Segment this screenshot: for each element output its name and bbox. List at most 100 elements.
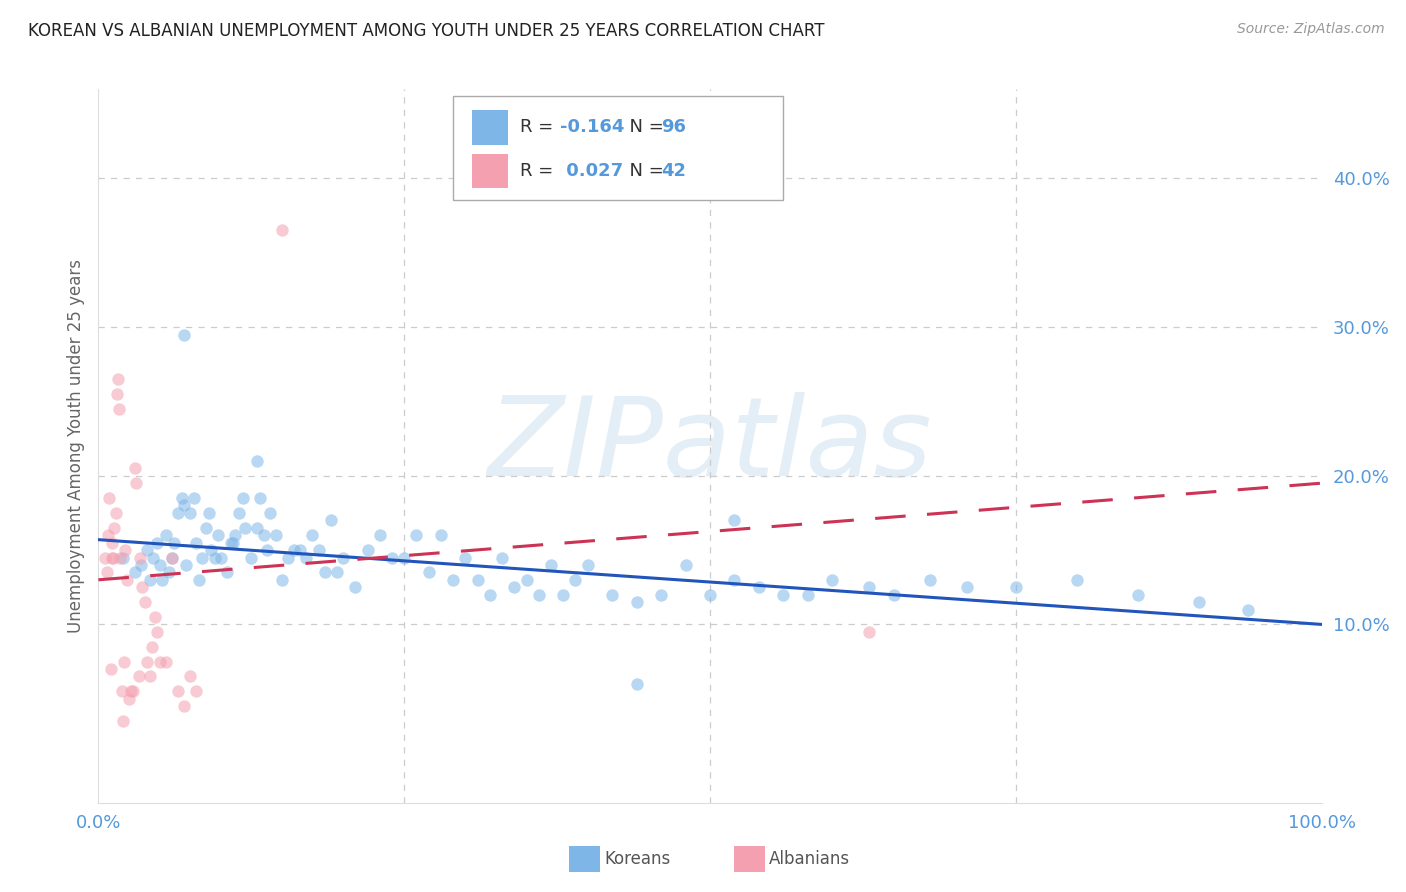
Point	[219, 535, 242, 549]
Point	[290, 543, 312, 558]
Point	[956, 580, 979, 594]
Point	[1237, 602, 1260, 616]
Point	[283, 543, 305, 558]
Point	[326, 566, 349, 580]
Point	[252, 528, 274, 542]
Text: ZIPatlas: ZIPatlas	[488, 392, 932, 500]
Point	[319, 513, 342, 527]
Point	[170, 491, 193, 505]
Text: KOREAN VS ALBANIAN UNEMPLOYMENT AMONG YOUTH UNDER 25 YEARS CORRELATION CHART: KOREAN VS ALBANIAN UNEMPLOYMENT AMONG YO…	[28, 22, 825, 40]
Point	[699, 588, 721, 602]
Point	[626, 677, 648, 691]
Point	[821, 573, 844, 587]
Point	[308, 543, 330, 558]
Point	[503, 580, 526, 594]
Point	[264, 528, 287, 542]
Point	[112, 655, 135, 669]
Point	[920, 573, 942, 587]
Point	[270, 573, 294, 587]
Point	[256, 543, 278, 558]
Point	[183, 491, 205, 505]
Point	[173, 699, 195, 714]
Point	[515, 573, 537, 587]
Point	[128, 669, 150, 683]
Point	[186, 535, 208, 549]
Point	[232, 491, 254, 505]
Point	[233, 521, 256, 535]
Point	[111, 684, 134, 698]
Point	[200, 543, 222, 558]
Point	[564, 573, 586, 587]
Point	[553, 588, 575, 602]
Point	[118, 691, 141, 706]
Point	[150, 573, 173, 587]
Point	[186, 684, 208, 698]
Point	[723, 513, 745, 527]
Text: 96: 96	[661, 119, 686, 136]
Point	[139, 573, 162, 587]
Point	[107, 372, 129, 386]
Text: R =: R =	[520, 161, 560, 180]
Point	[110, 550, 132, 565]
Point	[195, 521, 218, 535]
Point	[204, 550, 226, 565]
Point	[295, 550, 318, 565]
Point	[748, 580, 770, 594]
Point	[96, 566, 118, 580]
Point	[356, 543, 378, 558]
Point	[626, 595, 648, 609]
Point	[650, 588, 672, 602]
Point	[167, 506, 190, 520]
Point	[301, 528, 323, 542]
Point	[270, 223, 294, 237]
Point	[527, 588, 550, 602]
Point	[246, 454, 269, 468]
Point	[108, 401, 131, 416]
Point	[173, 499, 195, 513]
Point	[124, 461, 146, 475]
Point	[259, 506, 281, 520]
Point	[478, 588, 501, 602]
Point	[179, 506, 201, 520]
Point	[146, 535, 169, 549]
Point	[215, 566, 238, 580]
Point	[675, 558, 697, 572]
Point	[121, 684, 143, 698]
Point	[405, 528, 427, 542]
Point	[246, 521, 269, 535]
Point	[139, 669, 162, 683]
Point	[105, 387, 128, 401]
Point	[115, 573, 138, 587]
Point	[98, 491, 121, 505]
Point	[772, 588, 794, 602]
Point	[160, 550, 183, 565]
Point	[149, 655, 172, 669]
Point	[858, 624, 880, 639]
Point	[100, 662, 122, 676]
Point	[131, 580, 153, 594]
Point	[197, 506, 219, 520]
Point	[163, 535, 186, 549]
Point	[191, 550, 214, 565]
Point	[114, 543, 136, 558]
Point	[120, 684, 142, 698]
Point	[222, 535, 245, 549]
Point	[368, 528, 391, 542]
Point	[173, 327, 195, 342]
Point	[101, 550, 124, 565]
Point	[1004, 580, 1026, 594]
Text: Source: ZipAtlas.com: Source: ZipAtlas.com	[1237, 22, 1385, 37]
Point	[392, 550, 416, 565]
Text: N =: N =	[619, 119, 669, 136]
Point	[540, 558, 562, 572]
Point	[797, 588, 820, 602]
Point	[155, 528, 177, 542]
Point	[167, 684, 190, 698]
Point	[142, 550, 165, 565]
Point	[141, 640, 163, 654]
Point	[344, 580, 367, 594]
Point	[430, 528, 453, 542]
Point	[149, 558, 172, 572]
Point	[124, 566, 146, 580]
Point	[129, 550, 152, 565]
